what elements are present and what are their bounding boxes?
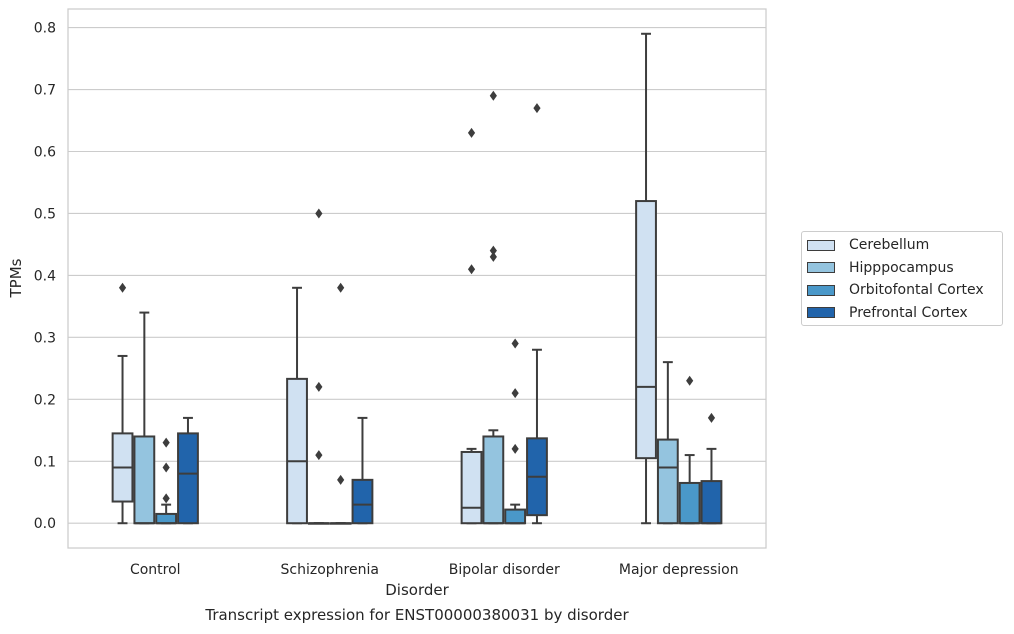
legend: Cerebellum Hipppocampus Orbitofontal Corte…: [801, 231, 1003, 326]
outlier-point: [118, 282, 127, 293]
legend-label: Cerebellum: [849, 237, 930, 253]
box-orbitofontal-cortex: [155, 437, 178, 525]
legend-swatch: [807, 307, 835, 318]
box-iqr: [678, 481, 701, 525]
box-iqr: [482, 435, 505, 525]
y-tick-label: 0.5: [34, 206, 56, 222]
legend-label: Hipppocampus: [849, 259, 954, 276]
outlier-point: [489, 90, 497, 101]
box-iqr: [504, 508, 527, 525]
box-iqr: [177, 432, 199, 525]
box-hipppocampus: [133, 311, 156, 525]
x-tick-label: Control: [130, 562, 181, 578]
plot-area-frame: [67, 8, 767, 549]
outlier-point: [511, 443, 519, 454]
plot-marks: [111, 32, 723, 525]
legend-swatch: [807, 239, 835, 251]
box-cerebellum: [460, 127, 483, 525]
legend-item: Prefrontal Cortex: [807, 304, 968, 322]
box-orbitofontal-cortex: [504, 338, 527, 525]
box-cerebellum: [635, 32, 657, 525]
box-iqr: [155, 512, 178, 525]
outlier-point: [315, 450, 323, 461]
box-cerebellum: [286, 286, 308, 525]
outlier-point: [489, 251, 497, 262]
y-tick-label: 0.6: [34, 144, 56, 160]
x-tick-label: Bipolar disorder: [449, 562, 560, 578]
box-iqr: [460, 450, 483, 525]
outlier-point: [162, 462, 170, 473]
outlier-point: [489, 245, 497, 256]
outlier-point: [337, 474, 345, 485]
outlier-point: [707, 412, 716, 423]
y-tick-label: 0.7: [34, 83, 56, 99]
x-axis-ticks: Control Schizophrenia Bipolar disorder Majo…: [130, 562, 739, 578]
outlier-point: [511, 388, 519, 399]
y-tick-label: 0.2: [34, 392, 56, 408]
outlier-point: [162, 437, 170, 448]
legend-label: Prefrontal Cortex: [849, 304, 968, 321]
legend-swatch: [807, 284, 835, 296]
outlier-point: [686, 375, 694, 386]
box-cerebellum: [111, 282, 134, 525]
box-prefrontal-cortex: [177, 416, 199, 525]
box-iqr: [133, 435, 156, 525]
outlier-point: [511, 338, 519, 349]
outlier-point: [315, 381, 323, 392]
y-tick-label: 0.1: [34, 454, 56, 470]
y-axis-ticks: 0.0 0.1 0.2 0.3 0.4 0.5 0.6 0.7 0.8: [34, 21, 56, 533]
box-hipppocampus: [656, 361, 679, 525]
box-iqr: [656, 438, 679, 525]
box-iqr: [635, 200, 657, 460]
x-tick-label: Major depression: [619, 562, 739, 578]
legend-item: Hipppocampus: [807, 259, 954, 277]
legend-item: Orbitofontal Cortex: [807, 281, 984, 299]
box-iqr: [351, 478, 374, 525]
y-tick-label: 0.3: [34, 330, 56, 346]
x-tick-label: Schizophrenia: [281, 562, 379, 578]
x-axis-label: Disorder: [385, 581, 449, 599]
box-orbitofontal-cortex: [329, 282, 352, 525]
outlier-point: [315, 208, 323, 219]
y-tick-label: 0.8: [34, 21, 56, 37]
outlier-point: [533, 103, 541, 114]
outlier-point: [162, 493, 170, 504]
y-tick-label: 0.4: [34, 268, 56, 284]
y-tick-label: 0.0: [34, 516, 56, 532]
box-prefrontal-cortex: [700, 412, 723, 525]
box-hipppocampus: [307, 208, 330, 525]
y-axis-label: TPMs: [7, 258, 25, 298]
box-prefrontal-cortex: [351, 416, 374, 525]
outlier-point: [467, 264, 476, 275]
outlier-point: [337, 282, 345, 293]
box-iqr: [700, 480, 723, 525]
box-orbitofontal-cortex: [678, 375, 701, 525]
legend-swatch: [807, 262, 835, 273]
box-prefrontal-cortex: [526, 103, 548, 525]
box-hipppocampus: [482, 90, 505, 525]
box-iqr: [286, 377, 308, 525]
outlier-point: [467, 127, 476, 138]
figure-caption: Transcript expression for ENST0000038003…: [205, 606, 629, 624]
legend-item: Cerebellum: [807, 236, 929, 254]
legend-label: Orbitofontal Cortex: [849, 282, 984, 298]
